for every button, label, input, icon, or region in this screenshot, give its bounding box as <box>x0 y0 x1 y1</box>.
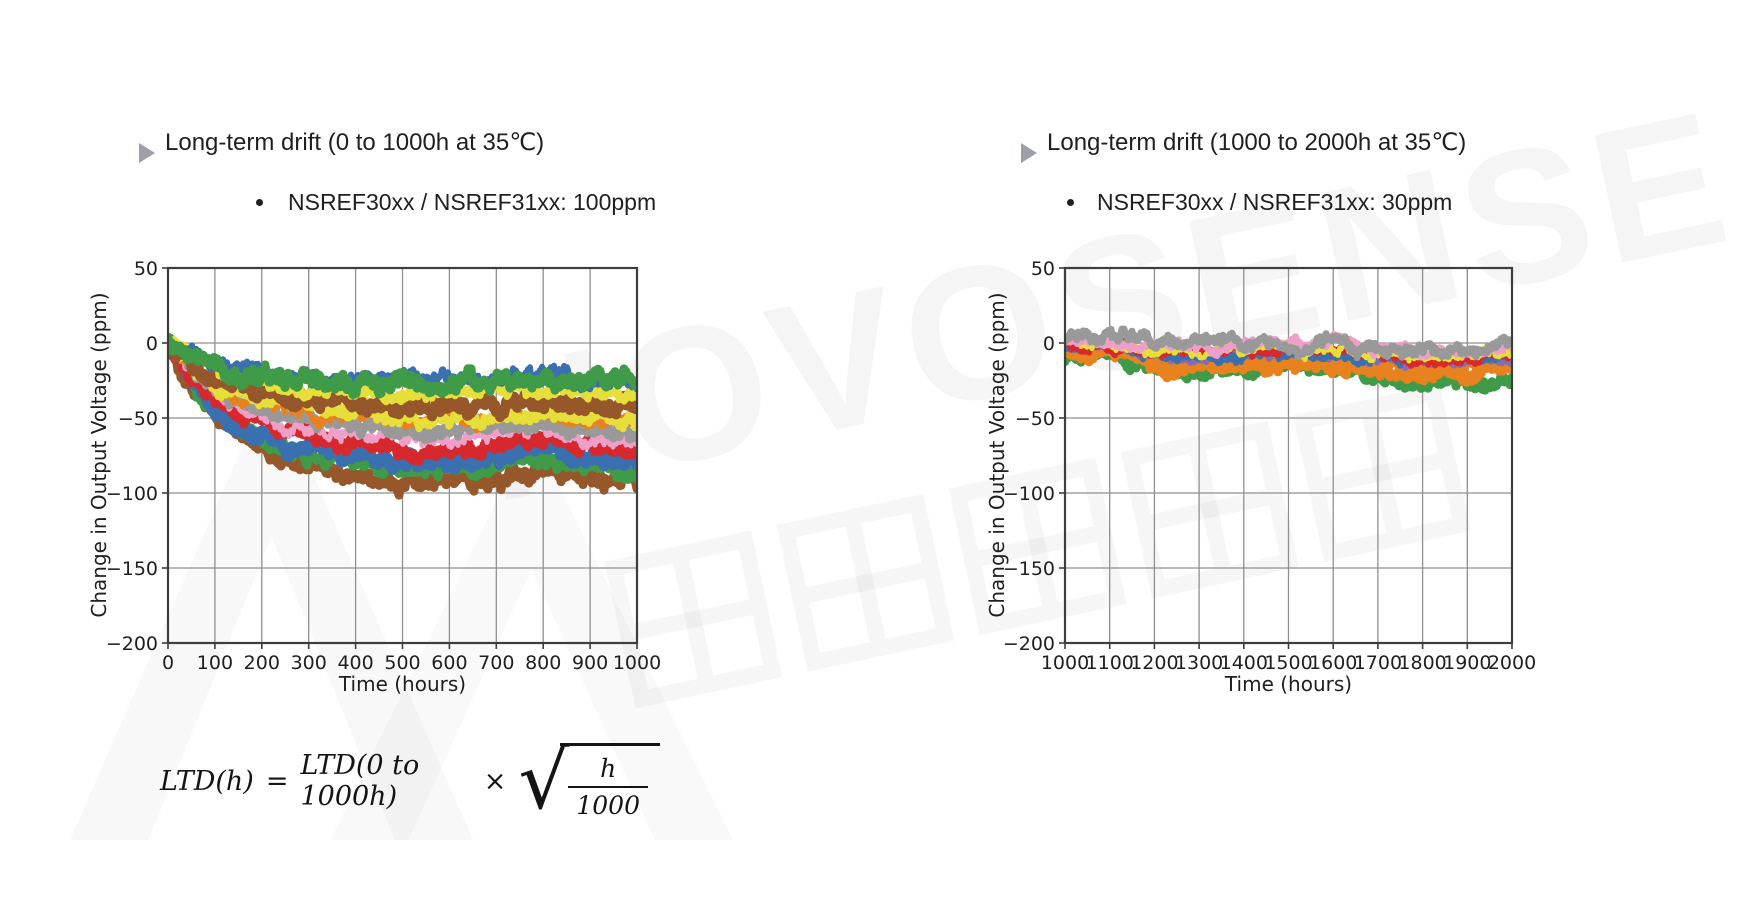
y-tick-label: 0 <box>146 333 158 355</box>
x-tick-label: 300 <box>291 652 327 674</box>
x-tick-label: 1300 <box>1175 652 1223 674</box>
y-tick-label: −100 <box>106 483 158 505</box>
bullet-dot-icon <box>256 199 263 206</box>
sqrt-numerator: h <box>600 753 617 783</box>
radical-sign-icon: √ <box>518 733 570 827</box>
x-tick-label: 800 <box>525 652 561 674</box>
x-tick-label: 1900 <box>1443 652 1491 674</box>
x-tick-label: 600 <box>431 652 467 674</box>
bullet-dot-icon <box>1067 199 1074 206</box>
y-tick-label: 50 <box>134 258 158 280</box>
sqrt-denominator: 1000 <box>568 785 648 820</box>
left-chart: 0 100 200 300 400 500 600 700 800 900 1000 50 0 −50 −1… <box>60 230 760 710</box>
y-tick-label: −200 <box>1003 633 1055 655</box>
y-tick-label: −50 <box>118 408 158 430</box>
y-tick-label: 0 <box>1043 333 1055 355</box>
series-line-unit-gray <box>1065 325 1512 362</box>
y-tick-label: −100 <box>1003 483 1055 505</box>
y-tick-label: −200 <box>106 633 158 655</box>
x-tick-label: 1000 <box>1041 652 1089 674</box>
formula-equals: = <box>265 765 289 797</box>
x-tick-label: 1700 <box>1354 652 1402 674</box>
x-tick-label: 500 <box>384 652 420 674</box>
left-x-axis-label: Time (hours) <box>338 672 467 696</box>
y-tick-label: 50 <box>1031 258 1055 280</box>
square-root: √ h 1000 <box>518 733 660 827</box>
formula-rhs: LTD(0 to 1000h) <box>300 750 420 812</box>
x-tick-label: 1600 <box>1309 652 1357 674</box>
x-tick-label: 400 <box>337 652 373 674</box>
left-chart-title: Long-term drift (0 to 1000h at 35℃) <box>165 129 545 156</box>
right-chart: 1000 1100 1200 1300 1400 1500 1600 1700 1800 1900… <box>955 230 1595 710</box>
x-tick-label: 200 <box>244 652 280 674</box>
y-tick-label: −150 <box>106 558 158 580</box>
x-tick-label: 2000 <box>1488 652 1536 674</box>
formula-times: × <box>483 765 507 797</box>
x-tick-label: 1100 <box>1086 652 1134 674</box>
series-line-unit-green <box>168 332 637 400</box>
triangle-bullet-icon <box>139 143 155 163</box>
ltd-formula: LTD(h) = LTD(0 to 1000h) × √ h 1000 <box>160 726 660 836</box>
x-tick-label: 1000 <box>613 652 661 674</box>
cjk-watermark-glyph <box>776 493 955 672</box>
x-tick-label: 1200 <box>1130 652 1178 674</box>
triangle-bullet-icon <box>1021 143 1037 163</box>
x-tick-label: 1800 <box>1398 652 1446 674</box>
right-x-axis-label: Time (hours) <box>1224 672 1353 696</box>
x-tick-label: 700 <box>478 652 514 674</box>
x-tick-label: 100 <box>197 652 233 674</box>
x-tick-label: 1500 <box>1264 652 1312 674</box>
right-chart-plot: 1000110012001300140015001600170018001900… <box>1003 258 1536 674</box>
x-tick-label: 0 <box>162 652 174 674</box>
x-tick-label: 900 <box>572 652 608 674</box>
y-tick-label: −150 <box>1003 558 1055 580</box>
left-chart-subtitle: NSREF30xx / NSREF31xx: 100ppm <box>288 189 657 215</box>
x-tick-label: 1400 <box>1220 652 1268 674</box>
formula-lhs: LTD(h) <box>160 765 254 797</box>
right-chart-subtitle: NSREF30xx / NSREF31xx: 30ppm <box>1097 189 1453 215</box>
series-line-unit-pink <box>168 337 637 451</box>
left-chart-plot: 0 100 200 300 400 500 600 700 800 900 1000500−50−1… <box>106 258 661 674</box>
y-tick-label: −50 <box>1015 408 1055 430</box>
left-y-axis-label: Change in Output Voltage (ppm) <box>87 292 111 618</box>
right-chart-title: Long-term drift (1000 to 2000h at 35℃) <box>1047 129 1467 156</box>
right-y-axis-label: Change in Output Voltage (ppm) <box>985 292 1009 618</box>
